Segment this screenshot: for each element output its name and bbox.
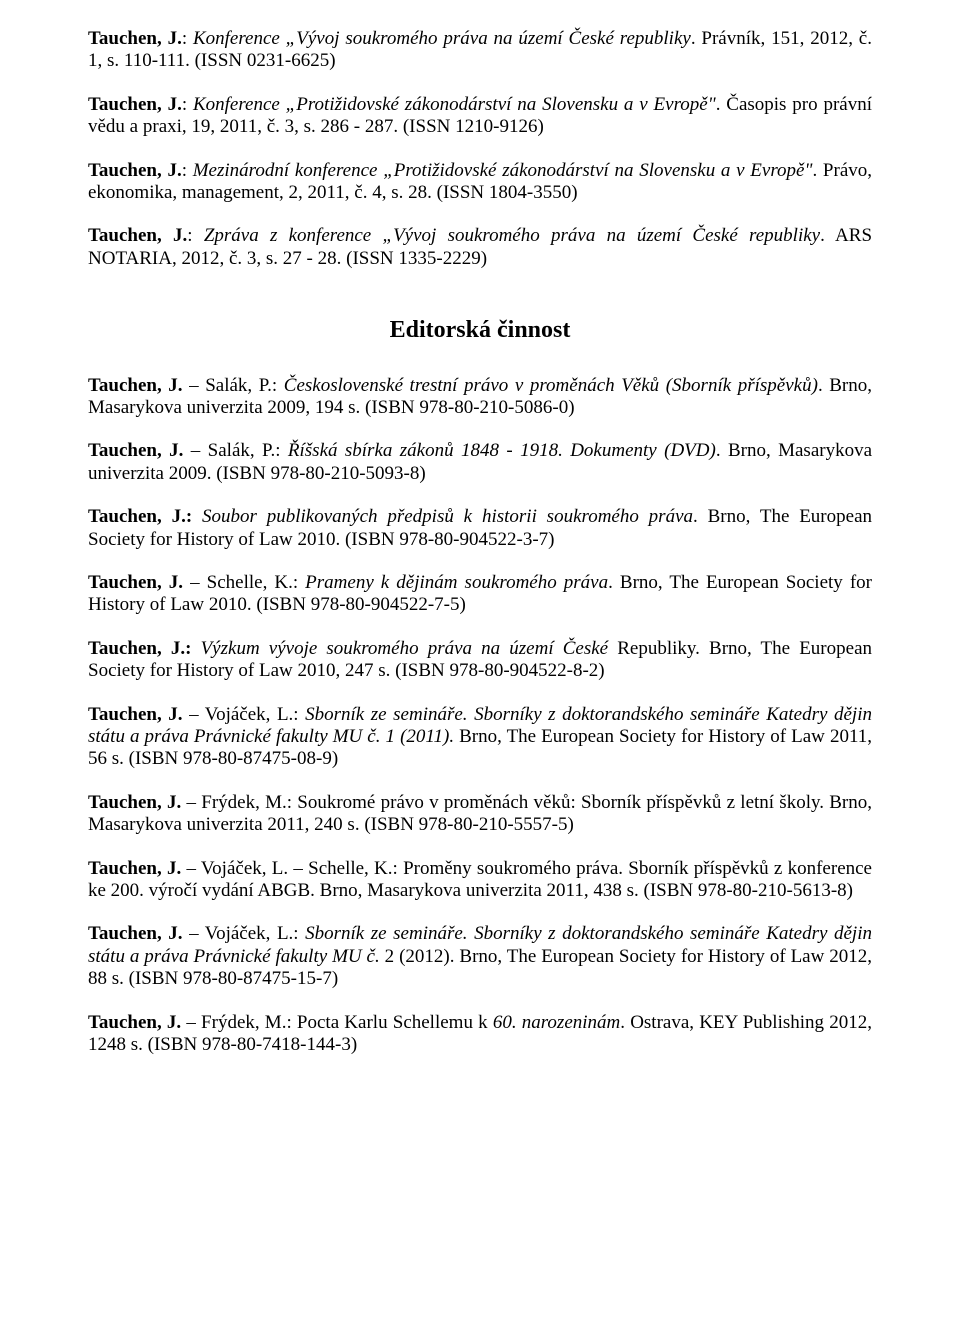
entry-title: Prameny k dějinám soukromého práva: [305, 572, 608, 593]
entry-author: Tauchen, J.: [88, 572, 183, 593]
entry-author: Tauchen, J.: [88, 440, 183, 461]
entry-author: Tauchen, J.: [88, 28, 182, 49]
bibliography-entry: Tauchen, J.: Konference „Vývoj soukroméh…: [88, 28, 872, 73]
bibliography-entry: Tauchen, J.: Konference „Protižidovské z…: [88, 94, 872, 139]
entry-title: Mezinárodní konference „Protižidovské zá…: [193, 160, 813, 181]
entry-sep: – Frýdek, M.: [181, 792, 286, 813]
entry-author: Tauchen, J.: [88, 225, 187, 246]
entry-author: Tauchen, J.: [88, 1012, 181, 1033]
entry-author: Tauchen, J.:: [88, 638, 191, 659]
entry-author: Tauchen, J.: [88, 375, 183, 396]
entry-sep: – Vojáček, L.:: [183, 704, 306, 725]
entry-author: Tauchen, J.: [88, 858, 181, 879]
entry-title: Výzkum vývoje soukromého práva na území …: [201, 638, 618, 659]
entry-sep: – Vojáček, L.:: [183, 923, 306, 944]
bibliography-entry: Tauchen, J. – Vojáček, L.: Sborník ze se…: [88, 704, 872, 771]
document-page: Tauchen, J.: Konference „Vývoj soukroméh…: [0, 0, 960, 1336]
entry-title: Říšská sbírka zákonů 1848 - 1918. Dokume…: [288, 440, 716, 461]
entry-sep: :: [182, 28, 193, 49]
entry-title: Konference „Vývoj soukromého práva na úz…: [193, 28, 691, 49]
entry-title: Soubor publikovaných předpisů k historii…: [202, 506, 693, 527]
entry-sep: – Vojáček, L. – Schelle, K.: [181, 858, 392, 879]
bibliography-entry: Tauchen, J. – Schelle, K.: Prameny k děj…: [88, 572, 872, 617]
entry-sep: – Salák, P.:: [183, 440, 288, 461]
bibliography-entry: Tauchen, J.: Soubor publikovaných předpi…: [88, 506, 872, 551]
bibliography-entry: Tauchen, J. – Frýdek, M.: Pocta Karlu Sc…: [88, 1012, 872, 1057]
bibliography-entry: Tauchen, J. – Frýdek, M.: Soukromé právo…: [88, 792, 872, 837]
bibliography-entry: Tauchen, J. – Salák, P.: Říšská sbírka z…: [88, 440, 872, 485]
bibliography-entry: Tauchen, J.: Zpráva z konference „Vývoj …: [88, 225, 872, 270]
entry-author: Tauchen, J.: [88, 923, 183, 944]
entry-title: Československé trestní právo v proměnách…: [284, 375, 818, 396]
bibliography-entry: Tauchen, J. – Salák, P.: Československé …: [88, 375, 872, 420]
entry-plain: : Pocta Karlu Schellemu k: [286, 1012, 492, 1033]
entry-sep: – Schelle, K.:: [183, 572, 305, 593]
entry-author: Tauchen, J.: [88, 94, 182, 115]
section-heading-editorial: Editorská činnost: [88, 316, 872, 344]
bibliography-entry: Tauchen, J. – Vojáček, L.: Sborník ze se…: [88, 923, 872, 990]
bibliography-entry: Tauchen, J. – Vojáček, L. – Schelle, K.:…: [88, 858, 872, 903]
bibliography-entry: Tauchen, J.: Mezinárodní konference „Pro…: [88, 160, 872, 205]
entry-sep: :: [182, 160, 193, 181]
entry-author: Tauchen, J.: [88, 160, 182, 181]
entry-sep: – Frýdek, M.: [181, 1012, 286, 1033]
entry-sep: :: [182, 94, 193, 115]
entry-sep: :: [187, 225, 204, 246]
entry-title: Konference „Protižidovské zákonodárství …: [193, 94, 716, 115]
entry-sep: – Salák, P.:: [183, 375, 284, 396]
entry-author: Tauchen, J.: [88, 704, 183, 725]
entry-title: 60. narozeninám: [493, 1012, 620, 1033]
entry-author: Tauchen, J.: [88, 792, 181, 813]
bibliography-entry: Tauchen, J.: Výzkum vývoje soukromého pr…: [88, 638, 872, 683]
entry-title: Zpráva z konference „Vývoj soukromého pr…: [204, 225, 820, 246]
entry-author: Tauchen, J.:: [88, 506, 192, 527]
